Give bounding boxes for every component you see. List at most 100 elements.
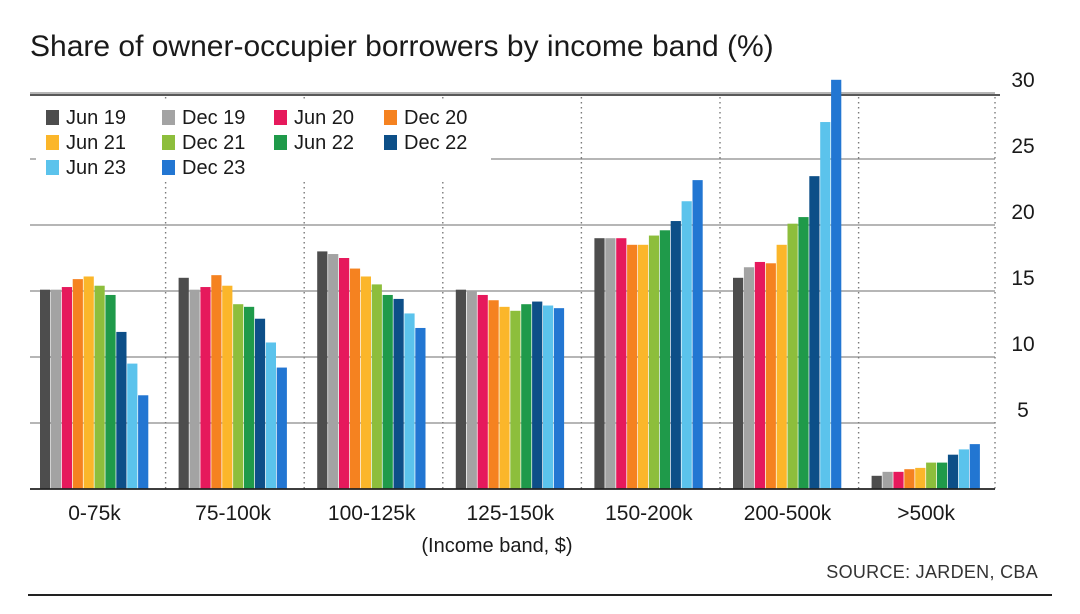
legend-swatch <box>46 135 59 150</box>
x-tick-label: 75-100k <box>195 502 271 525</box>
bar <box>765 263 776 489</box>
bar <box>61 287 72 489</box>
bar <box>415 327 426 489</box>
legend-label: Dec 19 <box>182 107 245 129</box>
bar <box>820 122 831 489</box>
x-tick-label: 0-75k <box>68 502 121 525</box>
legend-swatch <box>162 160 175 175</box>
bar <box>360 276 371 489</box>
bar <box>831 79 842 490</box>
bar <box>233 304 244 489</box>
bar <box>543 305 554 489</box>
y-tick-label: 10 <box>1011 333 1034 356</box>
bar <box>947 454 959 489</box>
legend-swatch <box>162 135 175 150</box>
bar <box>937 462 948 489</box>
bar <box>222 285 233 489</box>
bar <box>404 313 415 489</box>
legend-label: Jun 20 <box>294 107 354 129</box>
bar <box>200 287 211 489</box>
bar <box>958 449 969 489</box>
bar <box>382 294 393 489</box>
bar <box>116 331 127 489</box>
bar <box>189 289 200 489</box>
bar <box>339 258 350 489</box>
bar <box>670 221 681 490</box>
bar <box>477 294 488 489</box>
axis-layer: 0-75k 75-100k 100-125k 125-150k 150-200k 200-… <box>30 69 1035 557</box>
legend-swatch <box>274 110 287 125</box>
bar <box>798 217 809 489</box>
y-tick-label: 20 <box>1011 201 1034 224</box>
bar <box>733 277 744 489</box>
bar <box>882 471 893 489</box>
legend-label: Dec 23 <box>182 157 245 179</box>
bar <box>371 284 382 489</box>
bar <box>72 279 83 489</box>
bar <box>754 261 765 489</box>
legend-label: Jun 21 <box>66 132 126 154</box>
legend-label: Jun 22 <box>294 132 354 154</box>
bottom-divider <box>28 594 1052 596</box>
bar <box>499 306 510 489</box>
bar <box>893 471 904 489</box>
bar <box>659 230 670 489</box>
bar <box>871 475 882 489</box>
bar <box>211 275 222 489</box>
bar <box>809 176 820 489</box>
bar <box>915 467 926 489</box>
bar <box>254 318 266 489</box>
bar <box>616 238 627 489</box>
legend: Jun 19 Dec 19 Jun 20 Dec 20 Jun 21 Dec 21 Jun … <box>36 100 491 182</box>
legend-swatch <box>384 135 397 150</box>
bar <box>743 267 755 489</box>
bar <box>244 306 255 489</box>
legend-swatch <box>46 110 59 125</box>
bar <box>50 289 62 489</box>
bar <box>627 244 638 489</box>
legend-swatch <box>384 110 397 125</box>
y-tick-label: 5 <box>1017 399 1029 422</box>
bar <box>178 277 189 489</box>
y-tick-label: 25 <box>1011 135 1034 158</box>
y-tick-label: 30 <box>1011 69 1034 92</box>
bar <box>393 298 404 489</box>
bar <box>605 238 616 489</box>
bars-layer <box>40 79 980 490</box>
bar <box>681 201 692 490</box>
bar <box>488 300 499 489</box>
x-axis-label: (Income band, $) <box>421 535 572 557</box>
bar <box>553 308 565 489</box>
bar <box>904 469 915 489</box>
bar <box>328 254 339 489</box>
legend-swatch <box>46 160 59 175</box>
bar <box>83 276 94 489</box>
bar <box>776 244 787 489</box>
y-tick-label: 15 <box>1011 267 1034 290</box>
legend-label: Dec 22 <box>404 132 467 154</box>
source-note: SOURCE: JARDEN, CBA <box>826 562 1038 582</box>
bar <box>455 289 466 489</box>
legend-label: Dec 21 <box>182 132 245 154</box>
legend-swatch <box>274 135 287 150</box>
bar <box>127 363 138 489</box>
chart-title: Share of owner-occupier borrowers by inc… <box>30 30 774 63</box>
bar <box>692 180 703 489</box>
bar <box>510 310 521 489</box>
x-tick-label: 200-500k <box>744 502 832 525</box>
legend-swatch <box>162 110 175 125</box>
bar <box>926 462 937 489</box>
x-tick-label: 125-150k <box>467 502 555 525</box>
bar <box>521 304 532 489</box>
bar <box>138 395 149 489</box>
bar <box>40 289 51 489</box>
bar <box>317 251 328 489</box>
legend-label: Dec 20 <box>404 107 467 129</box>
bar <box>276 367 287 489</box>
bar <box>466 291 477 489</box>
bar <box>105 294 116 489</box>
bar <box>532 301 543 489</box>
bar <box>594 238 605 489</box>
